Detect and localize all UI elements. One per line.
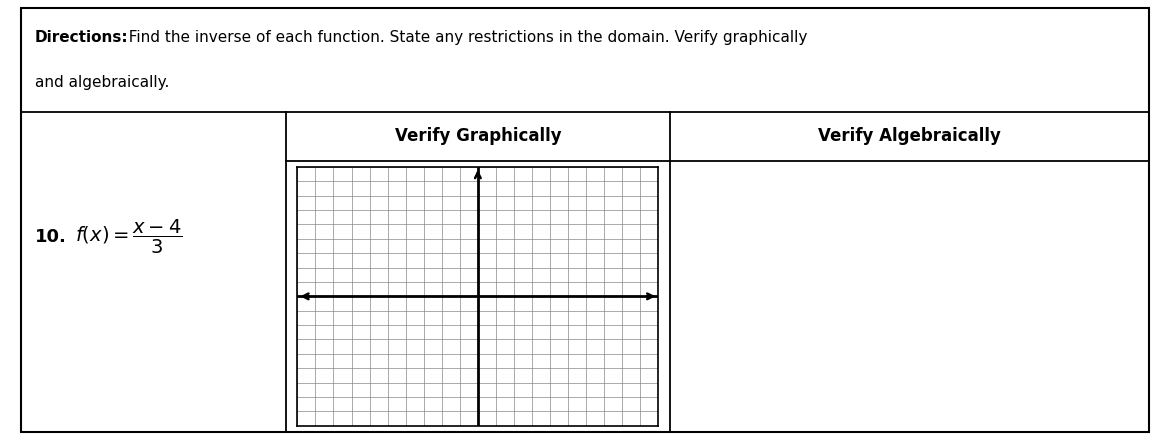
- Text: Verify Algebraically: Verify Algebraically: [818, 127, 1000, 145]
- Text: Verify Graphically: Verify Graphically: [394, 127, 562, 145]
- Text: $f(x) = \dfrac{x-4}{3}$: $f(x) = \dfrac{x-4}{3}$: [75, 218, 183, 256]
- Text: Directions:: Directions:: [35, 29, 129, 44]
- Text: Find the inverse of each function. State any restrictions in the domain. Verify : Find the inverse of each function. State…: [119, 29, 807, 44]
- Text: 10.: 10.: [35, 227, 67, 246]
- Text: and algebraically.: and algebraically.: [35, 75, 168, 90]
